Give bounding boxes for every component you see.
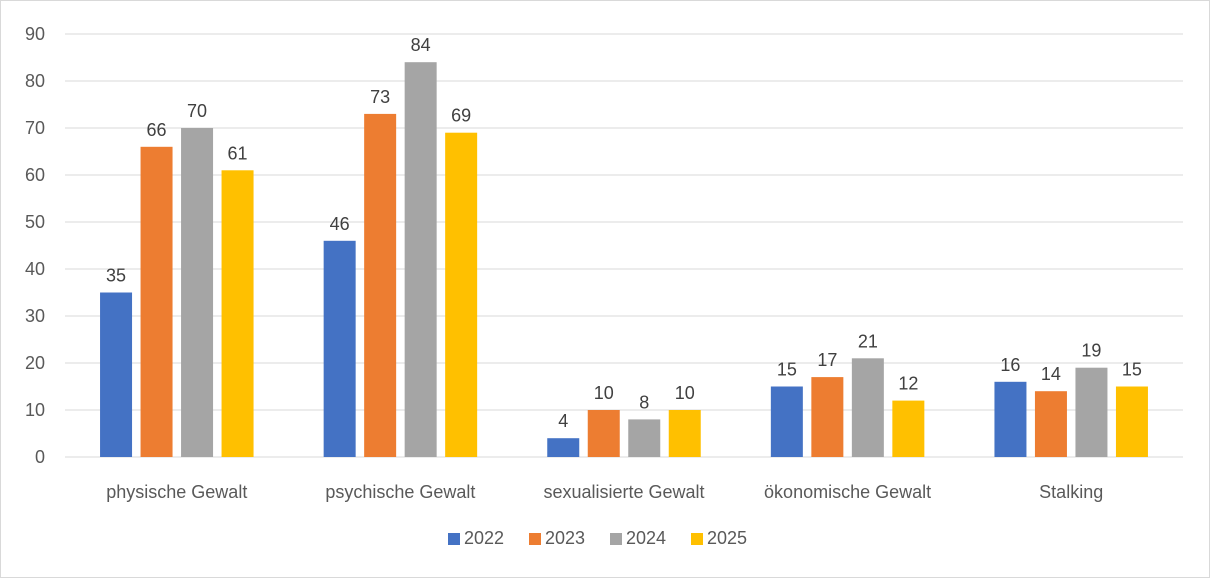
legend-swatch-2022 bbox=[448, 533, 460, 545]
legend-label: 2025 bbox=[707, 528, 747, 548]
data-label: 19 bbox=[1081, 341, 1101, 361]
bar-2025-3 bbox=[892, 400, 925, 457]
data-label: 21 bbox=[858, 331, 878, 351]
bar-2023-4 bbox=[1034, 391, 1067, 457]
bar-2025-2 bbox=[668, 410, 701, 457]
data-label: 10 bbox=[675, 383, 695, 403]
y-tick-label: 20 bbox=[25, 353, 45, 373]
legend-label: 2023 bbox=[545, 528, 585, 548]
bar-2022-4 bbox=[994, 381, 1027, 457]
category-label: sexualisierte Gewalt bbox=[543, 482, 704, 502]
data-label: 70 bbox=[187, 101, 207, 121]
bar-2022-3 bbox=[770, 386, 803, 457]
bar-2022-1 bbox=[323, 240, 356, 457]
data-label: 15 bbox=[777, 360, 797, 380]
data-labels: 35 66 70 61 46 73 84 69 4 10 8 10 15 17 21 12 16 14 19 15 bbox=[106, 35, 1142, 431]
data-label: 17 bbox=[817, 350, 837, 370]
bar-2024-2 bbox=[628, 419, 661, 457]
legend-label: 2024 bbox=[626, 528, 666, 548]
y-tick-label: 80 bbox=[25, 71, 45, 91]
bar-2025-1 bbox=[445, 132, 478, 457]
data-label: 14 bbox=[1041, 364, 1061, 384]
category-labels: physische Gewalt psychische Gewalt sexuali… bbox=[106, 482, 1103, 502]
legend-swatch-2025 bbox=[691, 533, 703, 545]
legend-swatch-2023 bbox=[529, 533, 541, 545]
bar-2022-2 bbox=[547, 438, 580, 457]
data-label: 16 bbox=[1000, 355, 1020, 375]
bar-2024-4 bbox=[1075, 367, 1108, 457]
category-label: ökonomische Gewalt bbox=[764, 482, 931, 502]
bar-2025-4 bbox=[1115, 386, 1148, 457]
y-tick-label: 70 bbox=[25, 118, 45, 138]
bar-2023-0 bbox=[140, 146, 173, 458]
y-tick-label: 90 bbox=[25, 24, 45, 44]
bar-2023-2 bbox=[587, 410, 620, 457]
data-label: 66 bbox=[147, 120, 167, 140]
legend-label: 2022 bbox=[464, 528, 504, 548]
data-label: 61 bbox=[228, 143, 248, 163]
y-axis-ticks: 0 10 20 30 40 50 60 70 80 90 bbox=[25, 24, 45, 467]
bar-2022-0 bbox=[100, 292, 133, 457]
data-label: 10 bbox=[594, 383, 614, 403]
bar-2023-1 bbox=[364, 113, 397, 458]
bar-2023-3 bbox=[811, 377, 844, 457]
data-label: 4 bbox=[558, 411, 568, 431]
category-label: psychische Gewalt bbox=[325, 482, 475, 502]
y-tick-label: 30 bbox=[25, 306, 45, 326]
legend-swatch-2024 bbox=[610, 533, 622, 545]
bars bbox=[100, 62, 1148, 458]
data-label: 84 bbox=[411, 35, 431, 55]
bar-2024-0 bbox=[181, 128, 214, 457]
legend: 2022 2023 2024 2025 bbox=[448, 528, 747, 548]
data-label: 35 bbox=[106, 266, 126, 286]
y-tick-label: 0 bbox=[35, 447, 45, 467]
data-label: 8 bbox=[639, 392, 649, 412]
category-label: physische Gewalt bbox=[106, 482, 247, 502]
y-tick-label: 10 bbox=[25, 400, 45, 420]
y-tick-label: 40 bbox=[25, 259, 45, 279]
category-label: Stalking bbox=[1039, 482, 1103, 502]
data-label: 12 bbox=[898, 374, 918, 394]
data-label: 15 bbox=[1122, 360, 1142, 380]
data-label: 69 bbox=[451, 106, 471, 126]
data-label: 73 bbox=[370, 87, 390, 107]
bar-2025-0 bbox=[221, 170, 254, 458]
data-label: 46 bbox=[330, 214, 350, 234]
y-tick-label: 50 bbox=[25, 212, 45, 232]
bar-2024-1 bbox=[404, 62, 437, 457]
y-tick-label: 60 bbox=[25, 165, 45, 185]
bar-2024-3 bbox=[851, 358, 884, 457]
